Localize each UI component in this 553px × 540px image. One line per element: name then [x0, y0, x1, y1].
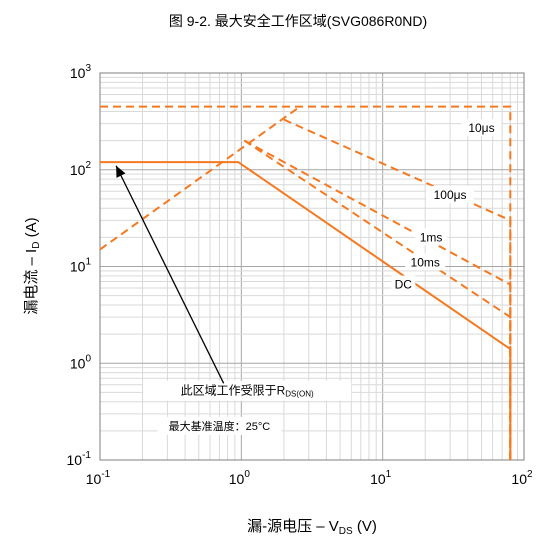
- rds-annotation-bg: [143, 380, 352, 401]
- y-tick-label: 103: [70, 63, 92, 81]
- series-label: 10μs: [468, 121, 494, 135]
- x-axis-label-unit: (V): [353, 518, 377, 535]
- annotation-arrow-line: [115, 165, 225, 384]
- annotation-arrow-head: [116, 165, 126, 178]
- series-label-bg: [391, 275, 416, 293]
- y-tick-label: 102: [70, 160, 92, 178]
- plot-frame: [99, 72, 525, 461]
- x-axis-label: 漏-源电压 – VDS (V): [247, 518, 377, 537]
- series-label-bg: [415, 228, 448, 246]
- chart-title: 图 9-2. 最大安全工作区域(SVG086R0ND): [169, 13, 427, 29]
- rds-annotation: 此区域工作受限于RDS(ON): [181, 384, 314, 399]
- x-tick-label: 102: [511, 469, 533, 487]
- x-tick-labels: 10-1 100 101 102: [86, 469, 533, 487]
- annotation-group: 此区域工作受限于RDS(ON) 最大基准温度：25°C: [115, 165, 352, 435]
- y-tick-label: 10-1: [67, 450, 92, 468]
- series-group: [99, 105, 512, 460]
- x-tick-label: 10-1: [86, 469, 111, 487]
- series-label: DC: [395, 278, 413, 292]
- temp-note: 最大基准温度：25°C: [169, 419, 271, 433]
- series-label-group: 10μs 100μs 1ms 10ms DC: [391, 119, 502, 293]
- series-label: 1ms: [420, 230, 443, 244]
- x-tick-label: 100: [229, 469, 251, 487]
- x-axis-label-sub: DS: [339, 526, 353, 537]
- series-label: 100μs: [434, 188, 467, 202]
- y-tick-label: 100: [70, 353, 92, 371]
- x-tick-label: 101: [370, 469, 392, 487]
- series-line-extension: [99, 105, 301, 251]
- series-label-bg: [405, 253, 446, 271]
- y-tick-labels: 10-1 100 101 102 103: [67, 63, 92, 468]
- series-label-bg: [426, 185, 475, 203]
- x-axis-label-main: 漏-源电压 – V: [247, 518, 339, 535]
- series-label-bg: [461, 119, 502, 137]
- y-tick-label: 101: [70, 257, 92, 275]
- y-axis-label-main: 漏电流 – I: [23, 249, 40, 315]
- y-axis-label-unit: (A): [23, 217, 40, 241]
- series-label: 10ms: [411, 255, 440, 269]
- series-line-dc: [100, 161, 512, 460]
- y-axis-label-sub: D: [31, 242, 42, 249]
- series-line-10us: [100, 105, 512, 460]
- y-axis-label: 漏电流 – ID (A): [23, 217, 42, 314]
- temp-note-bg: [157, 416, 282, 435]
